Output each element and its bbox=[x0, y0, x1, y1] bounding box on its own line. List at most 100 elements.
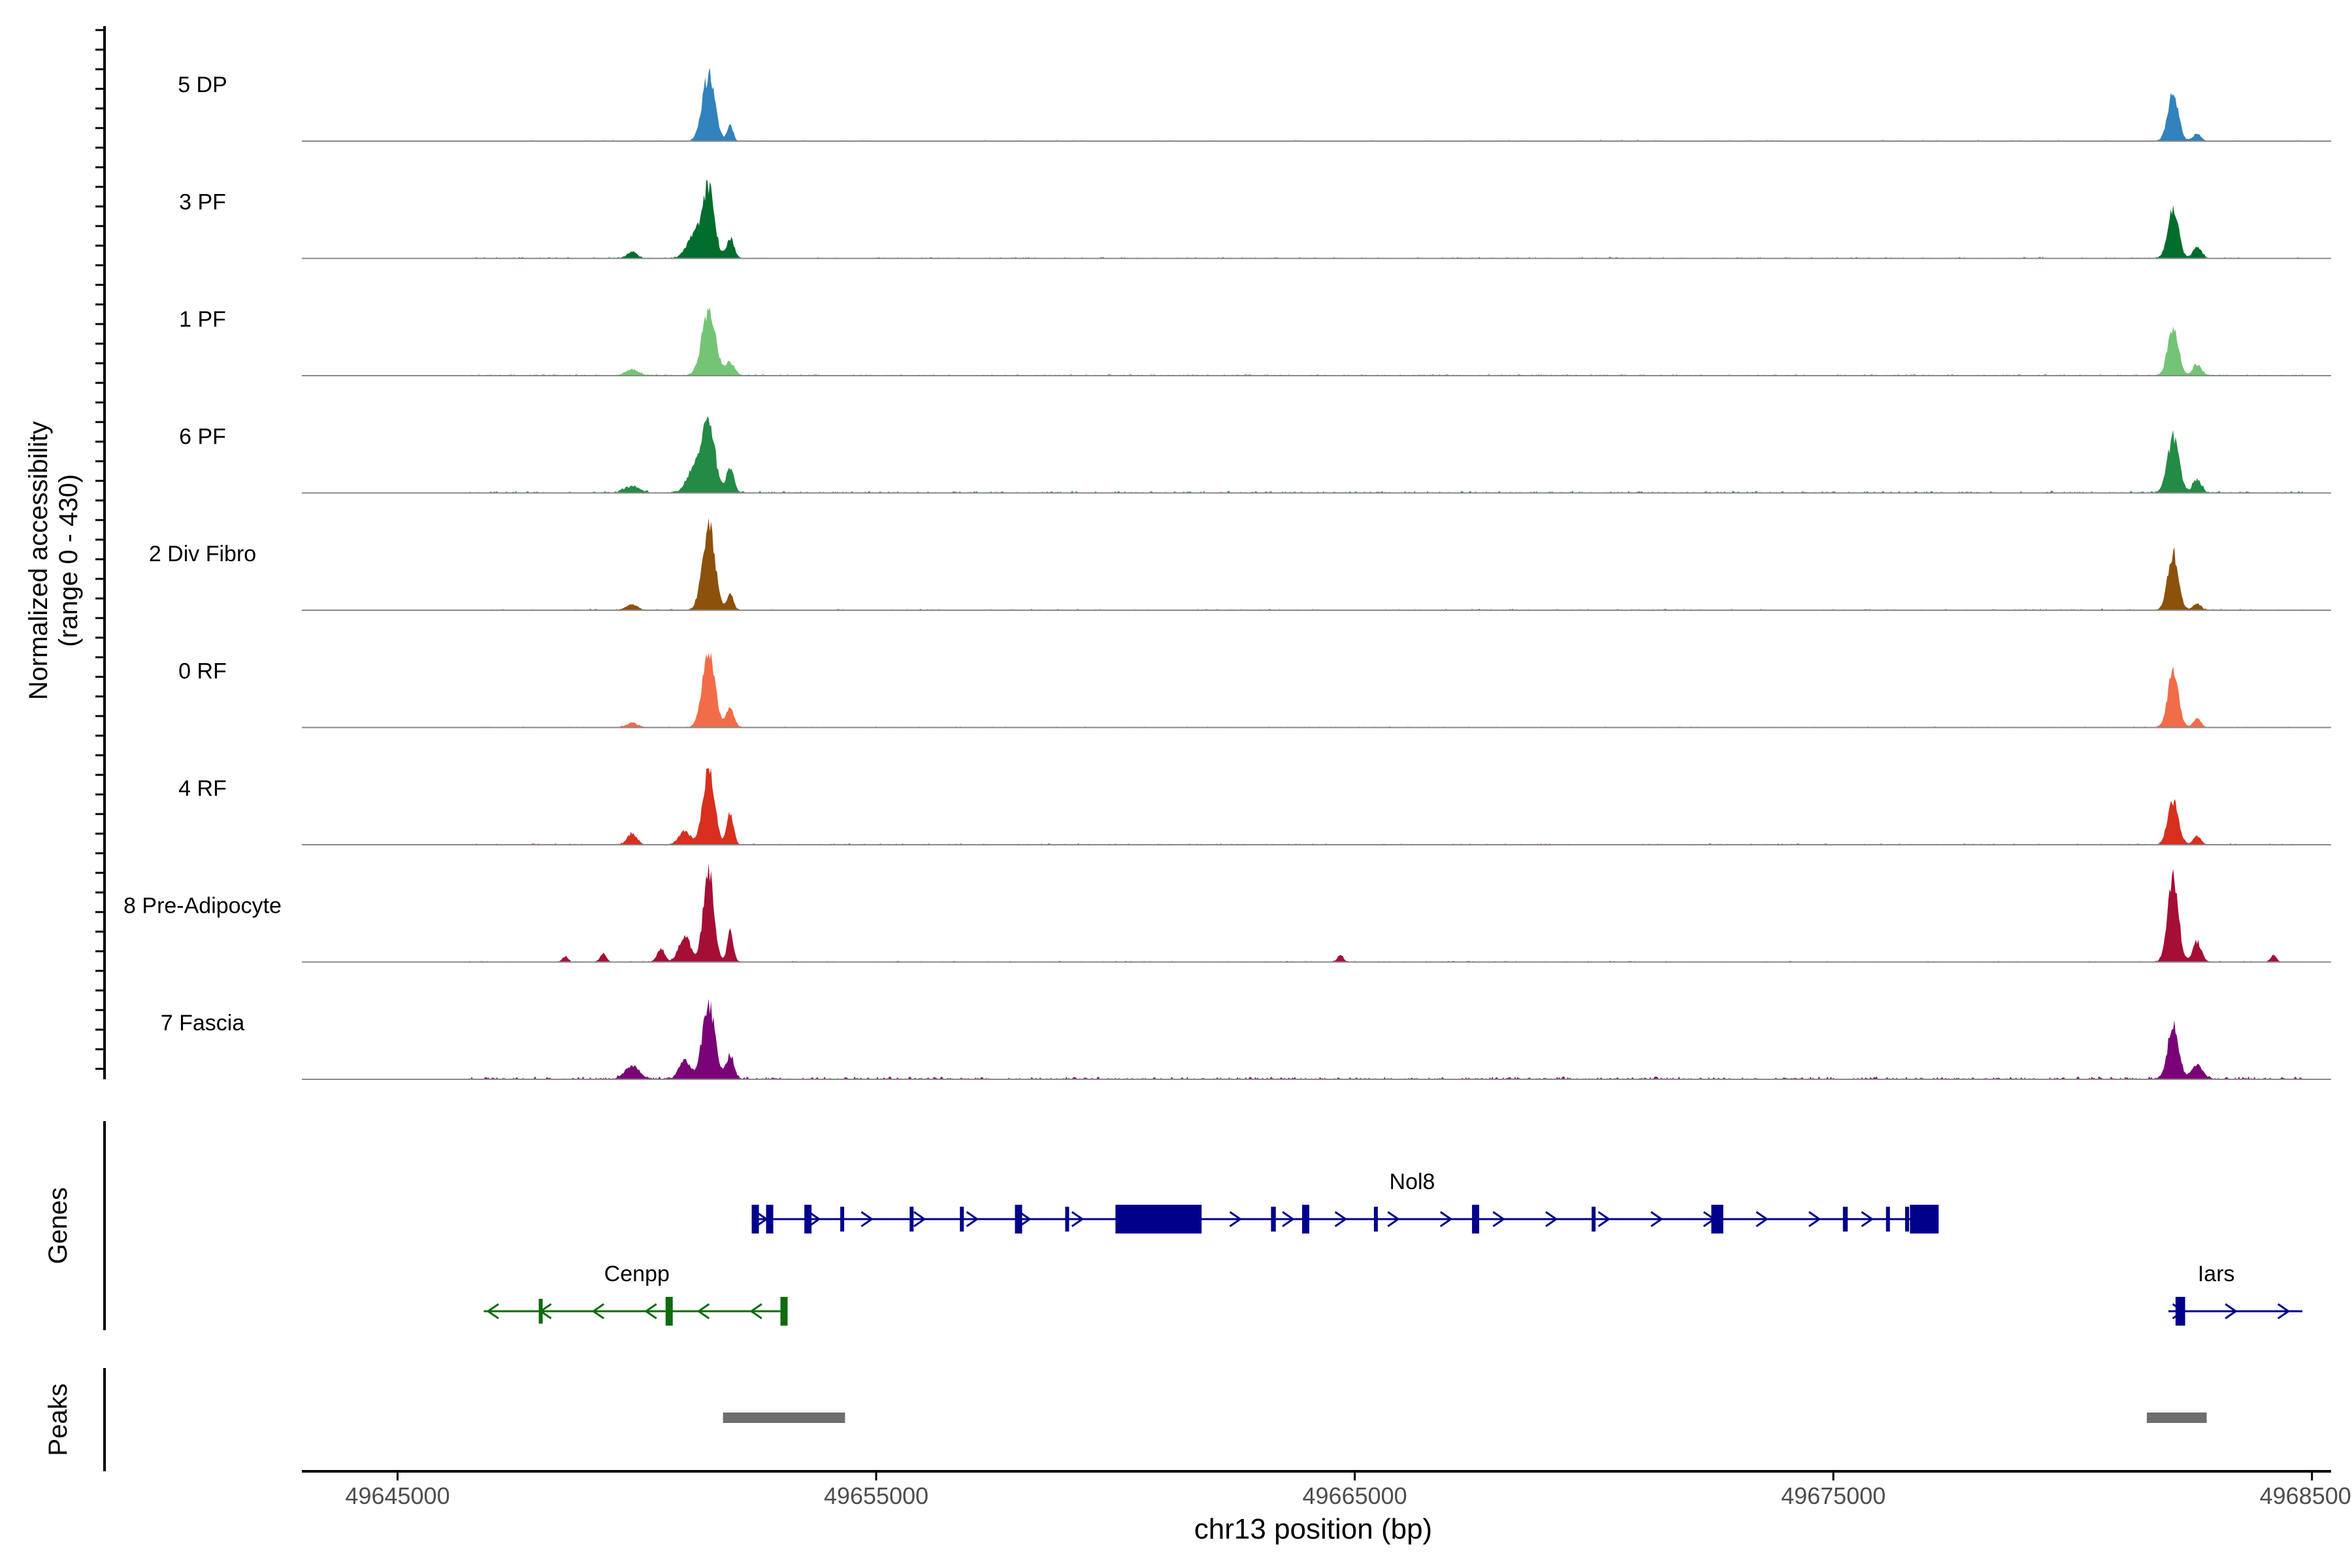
track-7-fascia: 7 Fascia bbox=[161, 999, 2331, 1080]
genes-axis-label: Genes bbox=[44, 1187, 73, 1264]
strand-arrow bbox=[1861, 1211, 1874, 1228]
gene-exon bbox=[1015, 1205, 1022, 1233]
coverage-tracks: 5 DP 3 PF 1 PF 6 PF 2 Div Fibro 0 RF 4 RF 8 Pre… bbox=[123, 67, 2331, 1080]
gene-exon bbox=[1910, 1205, 1939, 1233]
gene-exon bbox=[1271, 1207, 1276, 1232]
track-label: 2 Div Fibro bbox=[149, 542, 256, 566]
strand-arrow bbox=[644, 1303, 657, 1320]
strand-arrow bbox=[2277, 1303, 2291, 1320]
gene-exon bbox=[751, 1205, 759, 1233]
track-4-rf: 4 RF bbox=[178, 768, 2331, 845]
strand-arrow bbox=[696, 1303, 710, 1320]
strand-arrow bbox=[1756, 1211, 1769, 1228]
gene-nol8: Nol8 bbox=[751, 1169, 1939, 1233]
strand-arrow bbox=[913, 1211, 926, 1228]
peak-regions bbox=[723, 1413, 2207, 1423]
coverage-area bbox=[302, 306, 2331, 376]
strand-arrow bbox=[860, 1211, 874, 1228]
x-ticks: 49645000 49655000 49665000 49675000 49685000 bbox=[345, 1471, 2352, 1509]
track-label: 1 PF bbox=[179, 307, 226, 332]
x-tick-label: 49685000 bbox=[2260, 1482, 2352, 1509]
track-8-pre-adipocyte: 8 Pre-Adipocyte bbox=[123, 863, 2331, 963]
track-label: 3 PF bbox=[179, 190, 226, 215]
peaks-axis-label: Peaks bbox=[44, 1383, 73, 1456]
gene-exon bbox=[840, 1207, 845, 1232]
coverage-area bbox=[302, 768, 2331, 845]
track-3-pf: 3 PF bbox=[179, 180, 2331, 259]
gene-exon bbox=[1302, 1205, 1310, 1233]
x-tick-label: 49675000 bbox=[1781, 1482, 1886, 1509]
gene-exon bbox=[1842, 1207, 1848, 1232]
track-label: 0 RF bbox=[178, 659, 227, 684]
coverage-area bbox=[302, 416, 2331, 493]
strand-arrow bbox=[1439, 1211, 1453, 1228]
coverage-area bbox=[302, 652, 2331, 728]
gene-exon bbox=[538, 1299, 543, 1324]
gene-exon bbox=[1373, 1207, 1378, 1232]
gene-exon bbox=[780, 1297, 788, 1326]
coverage-area bbox=[302, 67, 2331, 141]
strand-arrow bbox=[591, 1303, 605, 1320]
strand-arrow bbox=[1334, 1211, 1348, 1228]
coverage-area bbox=[302, 863, 2331, 962]
peak-region bbox=[723, 1413, 845, 1423]
track-2-div-fibro: 2 Div Fibro bbox=[149, 517, 2331, 611]
track-0-rf: 0 RF bbox=[178, 652, 2331, 728]
gene-exon bbox=[804, 1205, 812, 1233]
strand-arrow bbox=[1019, 1211, 1032, 1228]
gene-exon bbox=[1065, 1207, 1070, 1232]
gene-exon bbox=[909, 1207, 914, 1232]
gene-exon bbox=[1711, 1205, 1723, 1233]
gene-iars: Iars bbox=[2168, 1262, 2303, 1326]
track-label: 5 DP bbox=[178, 73, 227, 97]
strand-arrow bbox=[1387, 1211, 1400, 1228]
coverage-area bbox=[302, 180, 2331, 259]
coverage-area bbox=[302, 517, 2331, 610]
strand-arrow bbox=[1492, 1211, 1506, 1228]
track-5-dp: 5 DP bbox=[178, 67, 2331, 142]
gene-exon bbox=[665, 1297, 673, 1326]
gene-exon bbox=[1115, 1205, 1202, 1233]
strand-arrow bbox=[486, 1303, 499, 1320]
x-axis: 49645000 49655000 49665000 49675000 49685000… bbox=[302, 1470, 2352, 1545]
x-tick-label: 49645000 bbox=[345, 1482, 449, 1509]
gene-exon bbox=[1905, 1207, 1910, 1232]
gene-label: Nol8 bbox=[1390, 1169, 1435, 1194]
track-label: 8 Pre-Adipocyte bbox=[123, 894, 282, 919]
gene-models: Nol8 Cenpp Iars bbox=[483, 1169, 2303, 1326]
strand-arrow bbox=[1282, 1211, 1295, 1228]
strand-arrow bbox=[808, 1211, 821, 1228]
gene-exon bbox=[1592, 1207, 1596, 1232]
gene-label: Iars bbox=[2198, 1262, 2235, 1286]
strand-arrow bbox=[1229, 1211, 1243, 1228]
strand-arrow bbox=[2225, 1303, 2238, 1320]
gene-exon bbox=[1886, 1207, 1890, 1232]
strand-arrow bbox=[966, 1211, 979, 1228]
track-label: 6 PF bbox=[179, 425, 226, 449]
strand-arrow bbox=[1808, 1211, 1821, 1228]
y-axis-label: Normalized accessibility (range 0 - 430) bbox=[24, 421, 83, 700]
track-6-pf: 6 PF bbox=[179, 416, 2331, 494]
y-axis-label-line1: Normalized accessibility bbox=[24, 421, 53, 700]
track-label: 4 RF bbox=[178, 776, 227, 801]
gene-exon bbox=[766, 1205, 774, 1233]
gene-label: Cenpp bbox=[604, 1262, 670, 1286]
gene-exon bbox=[960, 1207, 964, 1232]
strand-arrow bbox=[1071, 1211, 1085, 1228]
x-axis-title: chr13 position (bp) bbox=[1194, 1513, 1432, 1545]
gene-exon bbox=[1472, 1205, 1480, 1233]
strand-arrow bbox=[1650, 1211, 1663, 1228]
track-label: 7 Fascia bbox=[161, 1011, 245, 1036]
coverage-area bbox=[302, 999, 2331, 1079]
strand-arrow bbox=[1545, 1211, 1558, 1228]
gene-cenpp: Cenpp bbox=[483, 1262, 788, 1326]
peak-region bbox=[2146, 1413, 2207, 1423]
y-axis-label-line2: (range 0 - 430) bbox=[54, 474, 83, 647]
strand-arrow bbox=[1597, 1211, 1611, 1228]
peaks-panel: Peaks bbox=[44, 1368, 2207, 1471]
genes-panel: Genes Nol8 Cenpp Iars bbox=[44, 1121, 2303, 1330]
coverage-y-axis bbox=[95, 26, 106, 1079]
gene-exon bbox=[2175, 1297, 2185, 1326]
strand-arrow bbox=[749, 1303, 762, 1320]
